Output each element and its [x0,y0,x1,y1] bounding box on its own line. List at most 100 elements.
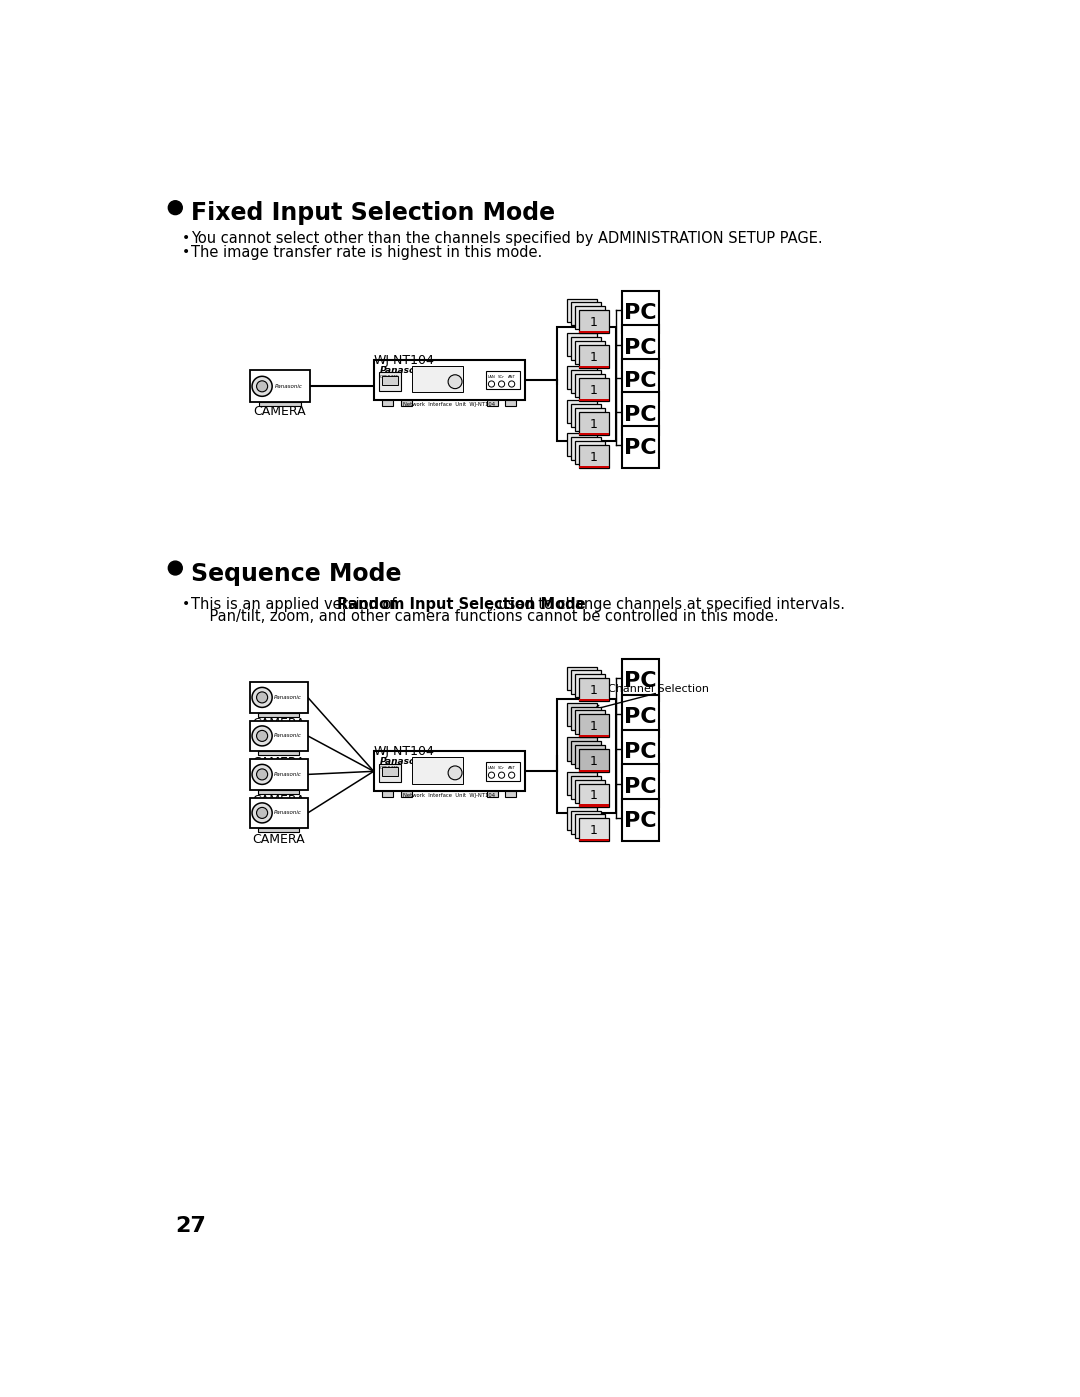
Bar [579,310,608,334]
Circle shape [499,381,504,387]
Text: •: • [181,246,190,260]
Circle shape [488,773,495,778]
Bar [622,359,659,401]
Bar [579,840,608,841]
Bar [576,675,605,697]
Bar [374,752,525,791]
Text: Panasonic: Panasonic [273,733,301,739]
Text: The image transfer rate is highest in this mode.: The image transfer rate is highest in th… [191,246,542,260]
Circle shape [499,773,504,778]
Bar [374,360,525,400]
Text: PC: PC [624,372,657,391]
Text: CAMERA: CAMERA [253,405,306,418]
Bar [567,703,597,726]
Bar [622,799,659,841]
Bar [576,780,605,803]
Bar [622,291,659,334]
Text: This is an applied version of: This is an applied version of [191,597,401,612]
Bar [571,370,600,393]
Text: PC: PC [624,405,657,425]
Text: LAN: LAN [488,374,496,379]
Bar [579,714,608,738]
Circle shape [257,692,268,703]
Bar [567,666,597,690]
Bar [579,331,608,334]
Circle shape [252,376,272,397]
Text: 27: 27 [175,1217,206,1236]
Text: 1: 1 [590,384,597,397]
Text: LAN: LAN [488,766,496,770]
Bar [571,775,600,799]
Bar [579,465,608,468]
Bar [579,444,608,468]
Bar [576,408,605,432]
Bar [571,337,600,360]
Text: 1: 1 [590,418,597,430]
Circle shape [257,731,268,742]
Text: PC: PC [624,437,657,458]
Bar [579,678,608,701]
Bar [382,791,393,796]
Bar [505,791,516,796]
Bar [579,345,608,367]
Bar [571,671,600,693]
Bar [579,398,608,401]
Text: Panasonic: Panasonic [380,366,431,376]
Bar [571,404,600,427]
Text: Pan/tilt, zoom, and other camera functions cannot be controlled in this mode.: Pan/tilt, zoom, and other camera functio… [191,609,779,624]
Text: PC: PC [624,812,657,831]
Text: WJ-NT104: WJ-NT104 [374,745,434,759]
Bar [258,789,299,793]
Bar [576,711,605,733]
Bar [379,373,401,391]
Text: Sequence Mode: Sequence Mode [191,562,402,585]
Bar [567,366,597,390]
Bar [567,773,597,795]
Circle shape [257,768,268,780]
Bar [413,757,463,784]
Circle shape [488,381,495,387]
Bar [571,302,600,326]
Bar [379,764,401,782]
Bar [579,749,608,773]
Bar [567,433,597,457]
Text: CAMERA: CAMERA [252,756,305,768]
Bar [382,767,397,775]
Circle shape [168,201,183,215]
Bar [249,682,308,712]
Circle shape [448,766,462,780]
Bar [622,426,659,468]
Text: Panasonic: Panasonic [273,773,301,777]
Bar [401,400,411,405]
Text: Fixed Input Selection Mode: Fixed Input Selection Mode [191,201,555,225]
Bar [567,738,597,760]
Text: OPERATE: OPERATE [380,766,400,770]
Text: Panasonic: Panasonic [380,757,431,767]
Bar [487,400,498,405]
Bar [622,326,659,367]
Bar [579,433,608,434]
Text: 1: 1 [590,451,597,464]
Bar [382,376,397,384]
Bar [258,712,299,717]
Circle shape [448,374,462,388]
Circle shape [252,803,272,823]
Text: PC: PC [624,707,657,728]
Text: Channel Selection: Channel Selection [608,683,708,693]
Bar [258,752,299,756]
Bar [259,402,301,407]
Text: 1: 1 [590,685,597,697]
Bar [571,707,600,729]
Bar [579,805,608,806]
Bar [557,698,616,813]
Text: Random Input Selection Mode: Random Input Selection Mode [337,597,585,612]
Bar [622,659,659,701]
Bar [567,334,597,356]
Bar [622,729,659,773]
Bar [567,299,597,321]
Bar [579,366,608,367]
Bar [576,441,605,464]
Text: You cannot select other than the channels specified by ADMINISTRATION SETUP PAGE: You cannot select other than the channel… [191,231,823,246]
Bar [571,742,600,764]
Text: •: • [181,231,190,244]
